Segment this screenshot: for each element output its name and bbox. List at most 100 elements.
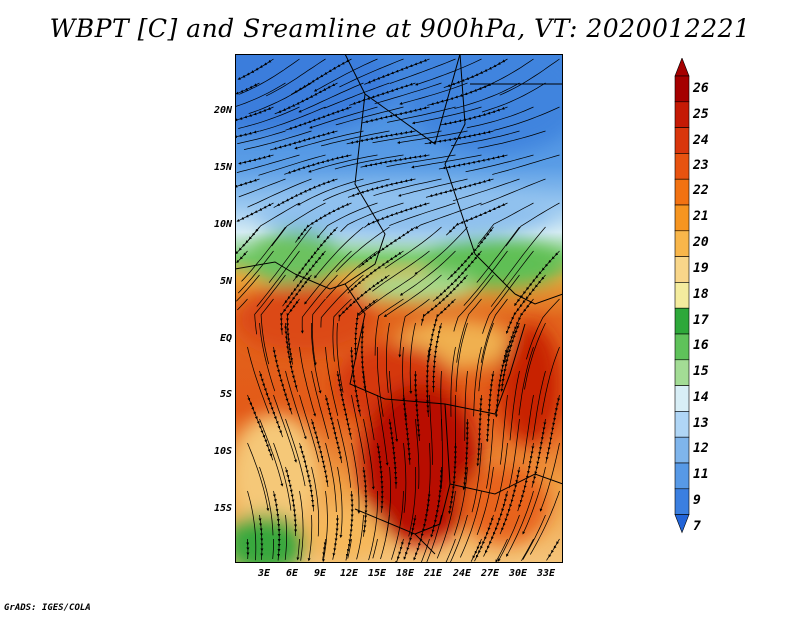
streamline — [446, 202, 508, 236]
lon-label-6e: 6E — [285, 568, 299, 579]
lon-label-27e: 27E — [480, 568, 500, 579]
streamline — [425, 346, 431, 417]
streamline — [453, 466, 468, 536]
streamline — [368, 490, 378, 561]
chart-title: WBPT [C] and Sreamline at 900hPa, VT: 20… — [49, 14, 751, 43]
streamline — [466, 106, 534, 129]
streamline — [374, 82, 442, 105]
streamline — [300, 274, 338, 334]
colorbar-label-19: 19 — [693, 261, 709, 276]
colorbar-label-16: 16 — [693, 338, 709, 353]
streamline — [237, 250, 274, 294]
streamline — [325, 442, 337, 513]
streamline — [377, 394, 389, 466]
streamline — [438, 154, 508, 170]
streamline — [451, 130, 520, 147]
streamline — [236, 202, 274, 222]
streamline — [347, 538, 352, 559]
streamline — [247, 490, 257, 561]
streamline — [429, 394, 433, 465]
streamline — [420, 274, 468, 326]
streamline — [351, 442, 361, 514]
streamline — [526, 298, 560, 360]
colorbar-cell-17 — [674, 307, 690, 335]
streamline — [337, 418, 352, 488]
streamline — [494, 346, 508, 418]
streamline — [307, 514, 313, 562]
streamline — [413, 490, 431, 561]
streamline — [296, 538, 300, 561]
streamline — [235, 226, 260, 255]
streamline — [531, 418, 547, 488]
streamline — [273, 394, 297, 463]
streamline — [477, 130, 546, 149]
streamline — [284, 514, 287, 560]
streamline — [427, 82, 494, 106]
streamline — [241, 226, 286, 282]
colorbar-cell-18 — [674, 282, 690, 309]
streamline — [332, 298, 352, 362]
streamline — [545, 394, 561, 464]
colorbar-label-20: 20 — [693, 235, 709, 250]
streamline — [332, 514, 339, 560]
streamline — [480, 178, 546, 206]
streamline — [493, 106, 560, 131]
streamline — [285, 106, 352, 131]
lon-label-30e: 30E — [508, 568, 528, 579]
lon-label-18e: 18E — [395, 568, 415, 579]
lon-label-21e: 21E — [423, 568, 443, 579]
streamline — [336, 370, 352, 440]
streamline — [304, 250, 352, 305]
streamline — [247, 442, 270, 512]
streamline — [235, 82, 286, 107]
streamline — [506, 490, 534, 557]
streamline — [350, 346, 361, 417]
lat-label-15s: 15S — [213, 503, 232, 514]
colorbar-label-23: 23 — [693, 158, 709, 173]
streamline — [473, 346, 482, 417]
streamline — [445, 538, 456, 563]
colorbar-label-25: 25 — [693, 107, 709, 122]
streamline — [470, 538, 482, 562]
colorbar-label-14: 14 — [693, 390, 709, 405]
streamline — [247, 394, 274, 461]
streamline — [395, 538, 405, 563]
streamline — [505, 202, 560, 247]
lon-label-12e: 12E — [339, 568, 359, 579]
streamline — [258, 514, 264, 560]
streamline — [235, 178, 260, 188]
streamline — [436, 490, 456, 559]
streamline — [353, 298, 378, 360]
colorbar-cell-20 — [674, 230, 690, 257]
streamline — [299, 490, 304, 561]
lat-label-eq: EQ — [219, 333, 232, 344]
colorbar-label-11: 11 — [693, 467, 709, 482]
streamline — [524, 322, 546, 390]
streamline — [485, 370, 495, 443]
lat-label-5n: 5N — [219, 276, 232, 287]
colorbar-cell-25 — [674, 101, 690, 128]
lat-label-10n: 10N — [213, 219, 232, 230]
streamline — [453, 274, 494, 332]
colorbar-label-15: 15 — [693, 364, 709, 379]
streamline — [356, 514, 364, 560]
streamline — [486, 418, 494, 489]
lon-label-9e: 9E — [313, 568, 327, 579]
colorbar-cells — [674, 58, 690, 534]
streamline — [377, 346, 384, 417]
streamline — [499, 58, 560, 96]
streamline — [272, 490, 281, 561]
streamline — [492, 154, 560, 175]
lon-label-3e: 3E — [257, 568, 271, 579]
streamline — [398, 298, 430, 358]
colorbar-cell-12 — [674, 436, 690, 464]
streamline — [311, 323, 322, 394]
colorbar-label-12: 12 — [693, 441, 709, 456]
streamline — [476, 394, 483, 467]
streamline — [360, 154, 430, 168]
streamline — [403, 442, 407, 513]
country-borders — [235, 54, 563, 555]
streamline — [448, 443, 458, 515]
streamline — [363, 370, 375, 441]
streamline — [311, 466, 320, 537]
